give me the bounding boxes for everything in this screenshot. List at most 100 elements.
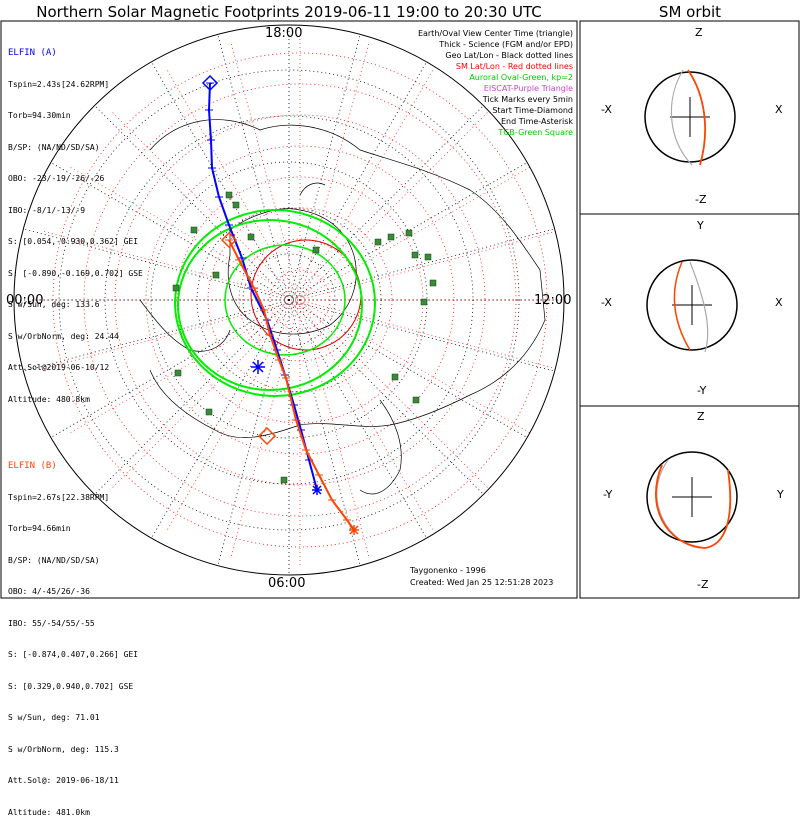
track-elfin-a (207, 82, 318, 491)
continent-outline (227, 208, 357, 335)
orbit-path (670, 69, 693, 166)
legend-item: Earth/Oval View Center Time (triangle) (417, 29, 573, 38)
end-asterisk (312, 485, 322, 495)
earth-circle (646, 259, 738, 351)
elfin-b-name: ELFIN (B) (8, 461, 57, 471)
elfin-a-name: ELFIN (A) (8, 48, 57, 58)
sm-meridian (231, 43, 301, 301)
legend-item: TGB-Green Square (498, 128, 573, 137)
geo-meridian (288, 299, 484, 495)
sm-meridian (299, 112, 488, 301)
legend: Earth/Oval View Center Time (triangle) T… (418, 28, 573, 138)
continent-outline (149, 119, 546, 438)
orbit-path (687, 69, 707, 166)
elfin-b-line: IBO: 55/-54/55/-55 (8, 618, 95, 628)
auroral-oval (177, 219, 363, 391)
elfin-a-line: S: [-0.890,-0.169,0.702] GSE (8, 268, 143, 278)
orbit2-right-label: X (775, 296, 783, 309)
elfin-a-line: Att.Sol@2019-06-10/12 (8, 363, 110, 372)
orbit1-bottom-label: -Z (695, 193, 707, 206)
orbit-title: SM orbit (658, 3, 722, 21)
time-label-right: 12:00 (534, 293, 572, 308)
orbit-path (673, 261, 691, 351)
auroral-oval (224, 244, 346, 356)
orbit-path (655, 464, 732, 549)
orbit3-top-label: Z (697, 410, 705, 423)
orbit3-right-label: Y (777, 488, 784, 501)
tgb-square (205, 408, 213, 416)
start-diamond (220, 231, 238, 249)
center-time-asterisk (251, 360, 265, 374)
time-label-top: 18:00 (265, 26, 303, 41)
elfin-b-line: OBO: 4/-45/26/-36 (8, 587, 90, 596)
orbit-path (656, 459, 701, 549)
auroral-oval (174, 209, 376, 397)
elfin-b-line: Altitude: 481.0km (8, 807, 90, 817)
tgb-square (424, 253, 432, 261)
geo-meridian (217, 34, 290, 301)
time-label-bottom: 06:00 (268, 576, 306, 591)
sm-meridian (299, 299, 369, 557)
sm-lat-circle (145, 145, 455, 455)
sm-meridian (70, 167, 301, 301)
tgb-square (174, 369, 182, 377)
sm-lat-circle (52, 52, 548, 548)
legend-item: End Time-Asterisk (500, 117, 573, 126)
footprint-plot (0, 20, 800, 599)
sm-meridian (299, 299, 433, 530)
tgb-square (412, 396, 420, 404)
plot-boundary (13, 24, 565, 576)
elfin-a-line: IBO: -8/1/-13/-9 (8, 205, 86, 215)
orbit-path (689, 261, 709, 353)
orbit2-top-label: Y (697, 219, 704, 232)
sm-meridian (167, 299, 301, 530)
tgb-square (225, 191, 233, 199)
tgb-square (247, 233, 255, 241)
earth-circle (646, 451, 738, 543)
sm-meridian (70, 299, 301, 433)
sm-meridian (112, 112, 301, 301)
sm-meridian (299, 167, 530, 301)
tgb-square (411, 251, 419, 259)
sm-meridian (299, 299, 530, 433)
tgb-square (190, 226, 198, 234)
tgb-square (312, 246, 320, 254)
tgb-square (280, 476, 288, 484)
elfin-a-line: B/SP: (NA/ND/SD/SA) (8, 142, 100, 152)
elfin-b-line: B/SP: (NA/ND/SD/SA) (8, 555, 100, 565)
sm-meridian (299, 299, 557, 369)
orbit1-right-label: X (775, 103, 783, 116)
tgb-square (172, 284, 180, 292)
sm-meridian (167, 70, 301, 301)
tgb-square (420, 298, 428, 306)
elfin-b-line: Tspin=2.67s[22.38RPM] (8, 492, 110, 502)
elfin-a-line: S: [0.054,-0.930,0.362] GEI (8, 237, 139, 246)
continent-outline (299, 182, 326, 196)
orbit3-bottom-label: -Z (697, 578, 709, 591)
elfin-a-line: Tspin=2.43s[24.62RPM] (8, 79, 110, 89)
credits-author: Taygonenko - 1996 (410, 566, 486, 575)
elfin-a-panel: ELFIN (A) Tspin=2.43s[24.62RPM] Torb=94.… (8, 27, 143, 416)
legend-item: EISCAT-Purple Triangle (483, 84, 573, 93)
geo-meridian (288, 299, 555, 372)
orbit-panel-border (579, 20, 800, 599)
legend-item: Start Time-Diamond (492, 106, 573, 115)
geo-lat-circle (58, 69, 520, 531)
elfin-b-line: Torb=94.66min (8, 524, 71, 533)
tgb-square (387, 233, 395, 241)
continent-outline (139, 299, 231, 352)
legend-item: Geo Lat/Lon - Black dotted lines (445, 51, 573, 60)
elfin-b-line: Att.Sol@: 2019-06-18/11 (8, 776, 119, 785)
elfin-a-line: S w/OrbNorm, deg: 24.44 (8, 331, 119, 341)
geo-meridian (151, 61, 290, 301)
sm-meridian (299, 231, 557, 301)
elfin-b-line: S w/Sun, deg: 71.01 (8, 713, 100, 722)
orbit3-left-label: -Y (603, 488, 613, 501)
elfin-b-line: S w/OrbNorm, deg: 115.3 (8, 744, 119, 754)
elfin-a-line: OBO: -23/-19/-26/-26 (8, 174, 105, 183)
sm-lat-circle (269, 269, 331, 331)
legend-item: Auroral Oval-Green, kp=2 (469, 73, 573, 82)
sm-meridian (231, 299, 301, 557)
elfin-b-line: S: [0.329,0.940,0.702] GSE (8, 681, 134, 691)
main-panel-border (0, 20, 578, 599)
